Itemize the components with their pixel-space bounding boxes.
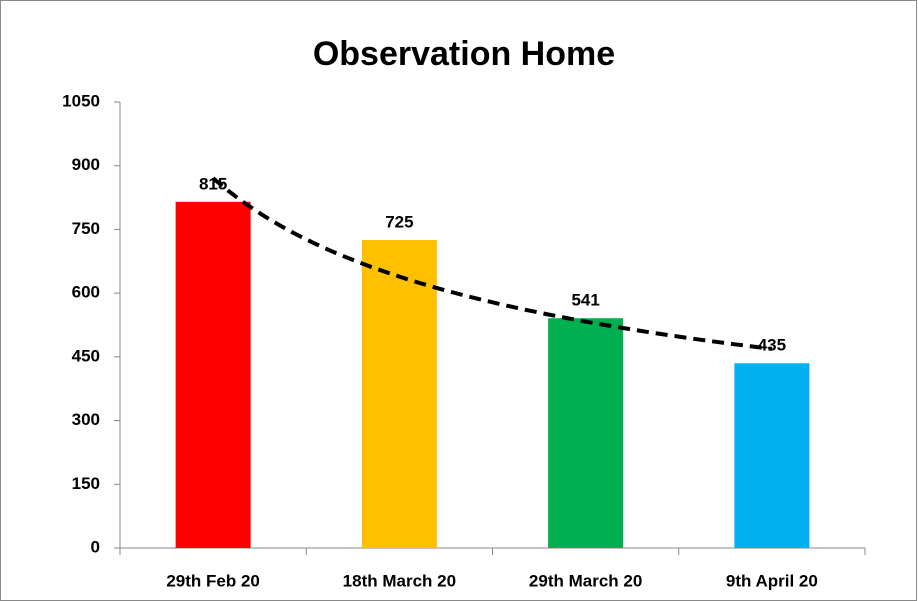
y-tick-label: 600 [72, 283, 100, 302]
data-label: 725 [385, 213, 413, 232]
y-tick-label: 750 [72, 219, 100, 238]
x-tick-label: 18th March 20 [343, 571, 456, 590]
y-tick-label: 450 [72, 346, 100, 365]
y-tick-label: 1050 [62, 91, 100, 110]
y-tick-label: 900 [72, 155, 100, 174]
bar [175, 201, 251, 549]
x-tick-label: 29th Feb 20 [166, 571, 260, 590]
x-tick-label: 9th April 20 [726, 571, 818, 590]
bar [548, 318, 624, 548]
y-tick-label: 300 [72, 410, 100, 429]
bar [734, 363, 810, 548]
bar [361, 240, 437, 549]
trendline [211, 176, 773, 351]
y-tick-label: 0 [91, 537, 100, 556]
chart-title: Observation Home [313, 35, 615, 73]
x-tick-label: 29th March 20 [529, 571, 642, 590]
data-label: 541 [571, 291, 599, 310]
data-label: 435 [758, 336, 786, 355]
y-tick-label: 150 [72, 474, 100, 493]
data-label: 815 [199, 174, 227, 193]
